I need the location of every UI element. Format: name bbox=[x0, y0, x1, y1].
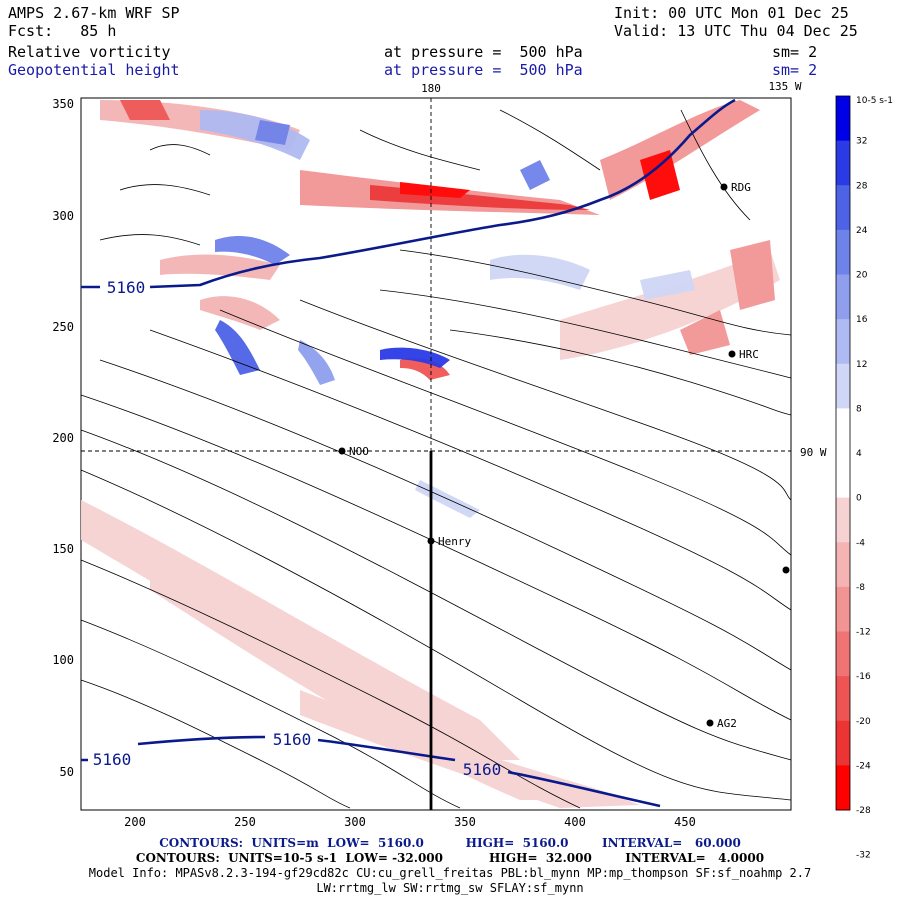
colorbar-tick-label: 4 bbox=[856, 449, 862, 459]
labels-layer: 200 250 300 350 400 450 350 300 250 200 150 100 50 18… bbox=[52, 80, 827, 829]
colorbar-swatch bbox=[836, 453, 850, 499]
model-info-physics: LW:rrtmg_lw SW:rrtmg_sw SFLAY:sf_mynn bbox=[316, 881, 584, 895]
y-axis-tick-label: 150 bbox=[52, 542, 74, 556]
colorbar-swatch bbox=[836, 185, 850, 231]
station-dot-henry bbox=[427, 537, 435, 545]
colorbar-swatch bbox=[836, 765, 850, 811]
colorbar-swatch bbox=[836, 676, 850, 722]
colorbar-tick-label: -32 bbox=[856, 851, 871, 861]
colorbar: 10-5 s-1 32 28 24 20 16 12 8 4 0 -4 -8 -12 -16 -20 -24 -… bbox=[835, 95, 893, 861]
colorbar-tick-label: -16 bbox=[856, 672, 871, 682]
colorbar-tick-label: 0 bbox=[856, 494, 862, 504]
station-dot-noo bbox=[338, 447, 346, 455]
colorbar-tick-label: 32 bbox=[856, 137, 867, 147]
vorticity-contours bbox=[80, 109, 792, 809]
field1-level: at pressure = 500 hPa bbox=[384, 43, 583, 61]
colorbar-swatch bbox=[836, 319, 850, 365]
colorbar-tick-label: 12 bbox=[856, 360, 867, 370]
x-axis-tick-label: 200 bbox=[124, 815, 146, 829]
colorbar-tick-label: 20 bbox=[856, 271, 868, 281]
field2-name: Geopotential height bbox=[8, 61, 180, 79]
colorbar-unit-label: 10-5 s-1 bbox=[856, 96, 893, 106]
station-dot-hrc bbox=[728, 350, 736, 358]
station-label-rdg: RDG bbox=[731, 181, 751, 194]
y-axis-tick-label: 50 bbox=[60, 765, 74, 779]
height-contour-label: 5160 bbox=[463, 760, 502, 779]
station-dot-edge bbox=[782, 566, 790, 574]
model-info: Model Info: MPASv8.2.3-194-gf29cd82c CU:… bbox=[88, 866, 812, 880]
colorbar-swatch bbox=[836, 497, 850, 543]
height-contour-info: CONTOURS: UNITS=m LOW= 5160.0 HIGH= 5160… bbox=[159, 836, 741, 850]
x-axis-tick-label: 350 bbox=[454, 815, 476, 829]
colorbar-swatch bbox=[836, 631, 850, 677]
colorbar-swatch bbox=[836, 720, 850, 766]
colorbar-swatch bbox=[836, 140, 850, 186]
model-title: AMPS 2.67-km WRF SP bbox=[8, 4, 180, 22]
colorbar-tick-label: 8 bbox=[856, 404, 862, 414]
meridian-90w-label: 90 W bbox=[800, 446, 827, 459]
colorbar-swatch bbox=[836, 586, 850, 632]
field1-smoothing: sm= 2 bbox=[772, 43, 818, 61]
colorbar-swatch bbox=[836, 408, 850, 454]
colorbar-tick-label: -28 bbox=[856, 806, 871, 816]
colorbar-tick-label: -4 bbox=[856, 538, 865, 548]
geopotential-height-contours bbox=[81, 98, 736, 808]
x-axis-tick-label: 250 bbox=[234, 815, 256, 829]
height-contour-label: 5160 bbox=[107, 278, 146, 297]
meridian-135w-label: 135 W bbox=[768, 80, 801, 93]
colorbar-frame bbox=[835, 95, 851, 811]
station-label-henry: Henry bbox=[438, 535, 471, 548]
colorbar-tick-label: -12 bbox=[856, 628, 871, 638]
y-axis-tick-label: 300 bbox=[52, 209, 74, 223]
colorbar-tick-label: 24 bbox=[856, 226, 868, 236]
station-label-ag2: AG2 bbox=[717, 717, 737, 730]
plot-area bbox=[80, 97, 792, 811]
meridian-180-label: 180 bbox=[421, 82, 441, 95]
colorbar-swatch bbox=[836, 229, 850, 275]
station-dot-ag2 bbox=[706, 719, 714, 727]
height-contour-label: 5160 bbox=[93, 750, 132, 769]
reference-lines bbox=[81, 98, 791, 455]
y-axis-tick-label: 100 bbox=[52, 653, 74, 667]
x-axis-tick-label: 450 bbox=[674, 815, 696, 829]
colorbar-tick-label: -24 bbox=[856, 761, 871, 771]
x-axis-tick-label: 300 bbox=[344, 815, 366, 829]
negative-vorticity-shading bbox=[81, 100, 780, 808]
y-axis-tick-label: 250 bbox=[52, 320, 74, 334]
station-label-noo: NOO bbox=[349, 445, 369, 458]
colorbar-swatch bbox=[836, 96, 850, 142]
colorbar-tick-label: -20 bbox=[856, 717, 871, 727]
colorbar-swatch bbox=[836, 274, 850, 320]
field1-name: Relative vorticity bbox=[8, 43, 171, 61]
field2-smoothing: sm= 2 bbox=[772, 61, 818, 79]
station-label-hrc: HRC bbox=[739, 348, 759, 361]
vorticity-contour-info: CONTOURS: UNITS=10-5 s-1 LOW= -32.000 HI… bbox=[135, 851, 765, 865]
station-markers bbox=[338, 183, 790, 727]
height-contour-label: 5160 bbox=[273, 730, 312, 749]
x-axis-tick-label: 400 bbox=[564, 815, 586, 829]
y-axis-tick-label: 200 bbox=[52, 431, 74, 445]
field2-level: at pressure = 500 hPa bbox=[384, 61, 583, 79]
colorbar-tick-label: 28 bbox=[856, 181, 868, 191]
init-time: Init: 00 UTC Mon 01 Dec 25 bbox=[614, 4, 849, 22]
colorbar-swatch bbox=[836, 363, 850, 409]
forecast-hour: Fcst: 85 h bbox=[8, 22, 117, 40]
station-dot-rdg bbox=[720, 183, 728, 191]
colorbar-tick-label: 16 bbox=[856, 315, 868, 325]
colorbar-swatch bbox=[836, 542, 850, 588]
valid-time: Valid: 13 UTC Thu 04 Dec 25 bbox=[614, 22, 858, 40]
y-axis-tick-label: 350 bbox=[52, 97, 74, 111]
colorbar-tick-label: -8 bbox=[856, 583, 865, 593]
